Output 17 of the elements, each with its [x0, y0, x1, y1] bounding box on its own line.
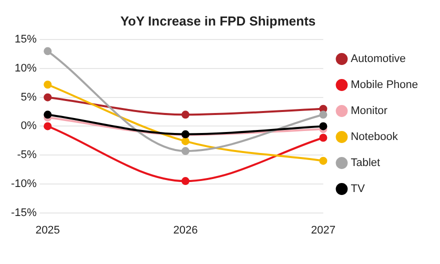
chart-title: YoY Increase in FPD Shipments	[120, 13, 316, 28]
y-tick-label: 0%	[20, 120, 37, 132]
y-tick-label: -10%	[10, 178, 37, 190]
x-tick-label: 2026	[173, 224, 198, 236]
legend-label: Monitor	[350, 105, 388, 118]
y-tick-label: 10%	[14, 62, 37, 74]
legend-label: Tablet	[350, 157, 380, 170]
legend-label: Notebook	[350, 131, 398, 144]
legend-label: Automotive	[350, 53, 406, 66]
y-tick-label: 5%	[20, 91, 37, 104]
legend-label: Mobile Phone	[350, 79, 418, 92]
legend-label: TV	[350, 183, 366, 196]
y-tick-label: -15%	[10, 206, 37, 219]
y-tick-label: -5%	[17, 149, 37, 162]
x-tick-label: 2027	[310, 224, 336, 236]
x-tick-label: 2025	[35, 224, 60, 236]
y-tick-label: 15%	[14, 34, 37, 46]
